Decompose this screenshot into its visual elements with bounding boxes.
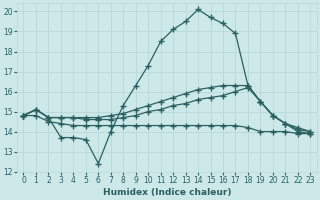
- X-axis label: Humidex (Indice chaleur): Humidex (Indice chaleur): [103, 188, 231, 197]
